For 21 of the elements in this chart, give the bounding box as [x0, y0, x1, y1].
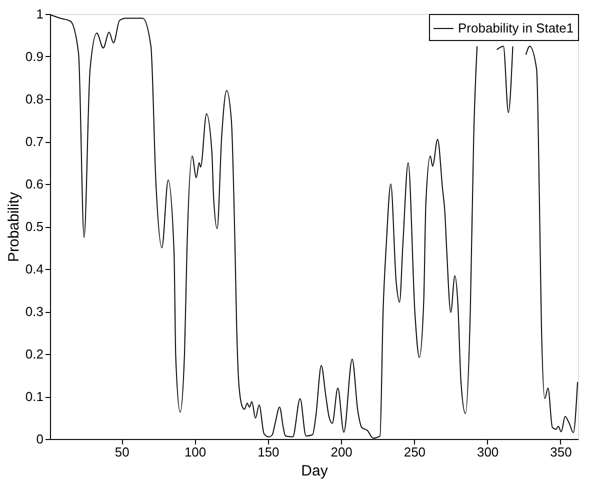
x-tick-label: 300	[476, 444, 499, 460]
y-tick-label: 0.4	[25, 262, 44, 276]
x-axis-title: Day	[301, 462, 328, 480]
y-tick-label: 0.1	[25, 389, 44, 404]
y-tick-label: 0	[36, 432, 44, 446]
y-tick-label: 0.9	[25, 49, 44, 64]
y-tick-label: 0.5	[25, 219, 44, 234]
y-tick-label: 0.7	[25, 134, 44, 149]
y-tick-label: 0.2	[25, 346, 44, 362]
y-tick-label: 0.6	[25, 176, 44, 192]
y-tick-label: 0.3	[25, 304, 44, 319]
x-tick-label: 100	[184, 444, 206, 460]
legend-label: Probability in State1	[458, 20, 574, 36]
x-tick-label: 350	[550, 444, 572, 460]
x-tick-label: 150	[258, 444, 280, 460]
y-axis-title: Probability	[5, 191, 22, 262]
x-tick-label: 50	[114, 444, 130, 460]
x-tick-label: 250	[404, 444, 426, 460]
y-tick-label: 0.8	[25, 92, 44, 106]
x-tick-label: 200	[330, 444, 352, 460]
y-tick-label: 1	[36, 6, 44, 22]
